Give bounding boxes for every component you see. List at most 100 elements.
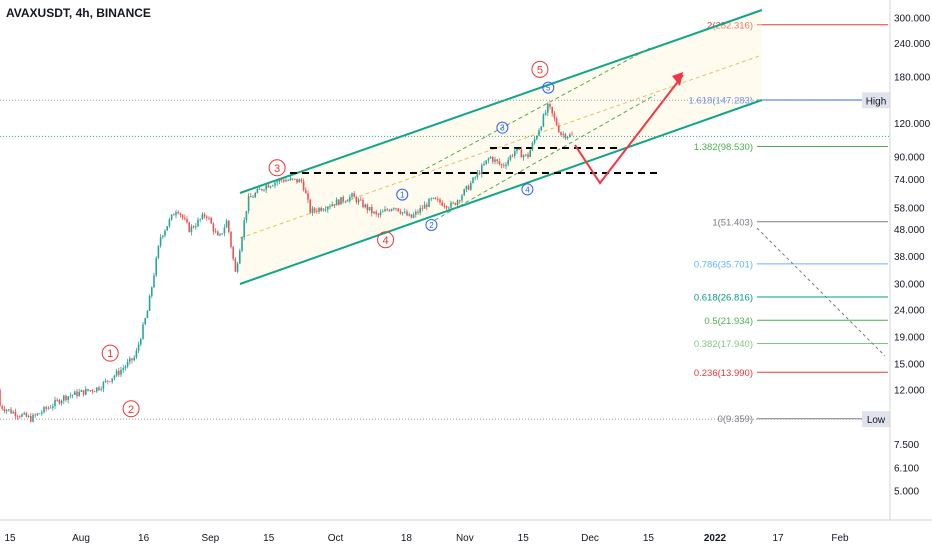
candle-body bbox=[102, 382, 105, 389]
candle-body bbox=[173, 214, 175, 216]
candle-body bbox=[531, 142, 534, 151]
candle-body bbox=[283, 179, 285, 182]
candle-body bbox=[65, 395, 67, 400]
candle-body bbox=[250, 196, 252, 198]
price-tick-label: 38.000 bbox=[894, 252, 925, 263]
candle-body bbox=[289, 178, 292, 181]
candle-body bbox=[265, 185, 267, 190]
candle-body bbox=[518, 148, 520, 150]
candle-body bbox=[384, 209, 386, 212]
candle-body bbox=[10, 409, 12, 414]
candle-body bbox=[522, 155, 525, 158]
candle-body bbox=[360, 199, 362, 201]
candle-body bbox=[527, 154, 529, 158]
time-tick-label: 16 bbox=[138, 533, 150, 544]
candle-body bbox=[212, 223, 215, 232]
candle-body bbox=[188, 222, 190, 233]
candle-body bbox=[52, 406, 54, 408]
price-tick-label: 74.000 bbox=[894, 175, 925, 186]
candle-body bbox=[412, 214, 415, 218]
candle-body bbox=[544, 112, 547, 115]
candle-body bbox=[49, 407, 52, 409]
price-tick-label: 90.000 bbox=[894, 153, 925, 164]
time-tick-label: 15 bbox=[263, 533, 275, 544]
candle-body bbox=[329, 206, 331, 208]
minor-wave-label: 4 bbox=[525, 185, 530, 194]
candle-body bbox=[78, 391, 80, 397]
candle-body bbox=[410, 214, 413, 218]
candle-body bbox=[514, 151, 516, 156]
candle-body bbox=[129, 358, 131, 362]
candle-body bbox=[142, 324, 144, 340]
fib-level-label: 0.618(26.816) bbox=[694, 293, 753, 304]
candle-body bbox=[208, 217, 210, 219]
candle-body bbox=[404, 211, 406, 213]
candle-body bbox=[58, 399, 61, 404]
candle-body bbox=[448, 207, 450, 209]
candle-body bbox=[432, 197, 435, 199]
channel-upper-line bbox=[239, 9, 763, 194]
candle-body bbox=[56, 399, 58, 401]
candle-body bbox=[300, 179, 303, 182]
fib-level-label: 0.5(21.934) bbox=[704, 316, 753, 327]
candle-body bbox=[401, 212, 404, 214]
candle-body bbox=[91, 390, 94, 392]
candle-body bbox=[47, 407, 50, 409]
candle-body bbox=[21, 414, 23, 417]
candle-body bbox=[452, 202, 454, 204]
price-tick-label: 19.000 bbox=[894, 332, 925, 343]
candle-body bbox=[252, 197, 254, 198]
major-wave-label: 2 bbox=[128, 404, 134, 416]
price-tick-label: 58.000 bbox=[894, 203, 925, 214]
candle-body bbox=[388, 210, 391, 212]
inner-channel-lower bbox=[434, 94, 656, 221]
time-tick-label: Feb bbox=[831, 533, 849, 544]
minor-wave-circle bbox=[425, 218, 438, 231]
candle-body bbox=[228, 220, 230, 232]
candle-body bbox=[373, 211, 375, 214]
candle-body bbox=[287, 180, 289, 181]
candle-body bbox=[192, 226, 195, 228]
candle-body bbox=[498, 161, 501, 165]
candle-body bbox=[157, 245, 160, 258]
candle-body bbox=[166, 226, 168, 231]
candle-body bbox=[98, 387, 100, 390]
candle-body bbox=[181, 214, 184, 218]
candle-body bbox=[80, 390, 83, 392]
candle-body bbox=[23, 412, 25, 415]
candle-body bbox=[131, 358, 133, 361]
candle-body bbox=[335, 199, 338, 206]
minor-wave-circle bbox=[542, 81, 555, 94]
candle-body bbox=[331, 204, 333, 207]
candle-body bbox=[87, 388, 89, 391]
major-wave-label: 3 bbox=[274, 163, 280, 175]
price-tick-label: 7.500 bbox=[894, 440, 919, 451]
minor-wave-label: 2 bbox=[429, 221, 434, 230]
major-wave-label: 1 bbox=[107, 348, 113, 360]
candle-body bbox=[214, 231, 217, 233]
time-tick-label: Nov bbox=[456, 533, 474, 544]
candle-body bbox=[221, 233, 223, 235]
candle-body bbox=[184, 217, 186, 219]
candle-body bbox=[124, 366, 127, 369]
candle-body bbox=[364, 204, 366, 208]
candle-body bbox=[474, 177, 476, 179]
candle-body bbox=[456, 200, 459, 205]
candle-body bbox=[89, 390, 91, 391]
price-axis[interactable]: 300.000 240.000 180.000 120.000 90.000 74.000… bbox=[889, 0, 932, 520]
price-tick-label: 30.000 bbox=[894, 280, 925, 291]
time-axis[interactable]: 15 Aug 16 Sep 15 Oct 18 Nov 15 Dec 15 2022 17 Feb bbox=[0, 519, 932, 550]
candle-body bbox=[140, 339, 142, 345]
time-tick-label: 15 bbox=[643, 533, 655, 544]
minor-wave-circle bbox=[396, 188, 409, 201]
candle-body bbox=[201, 214, 204, 219]
candle-body bbox=[476, 172, 479, 178]
candle-body bbox=[203, 214, 206, 217]
candle-body bbox=[390, 209, 393, 212]
candle-body bbox=[43, 407, 45, 413]
candle-body bbox=[32, 414, 34, 422]
candle-body bbox=[170, 214, 173, 220]
candle-body bbox=[324, 209, 327, 211]
candle-body bbox=[60, 400, 63, 404]
